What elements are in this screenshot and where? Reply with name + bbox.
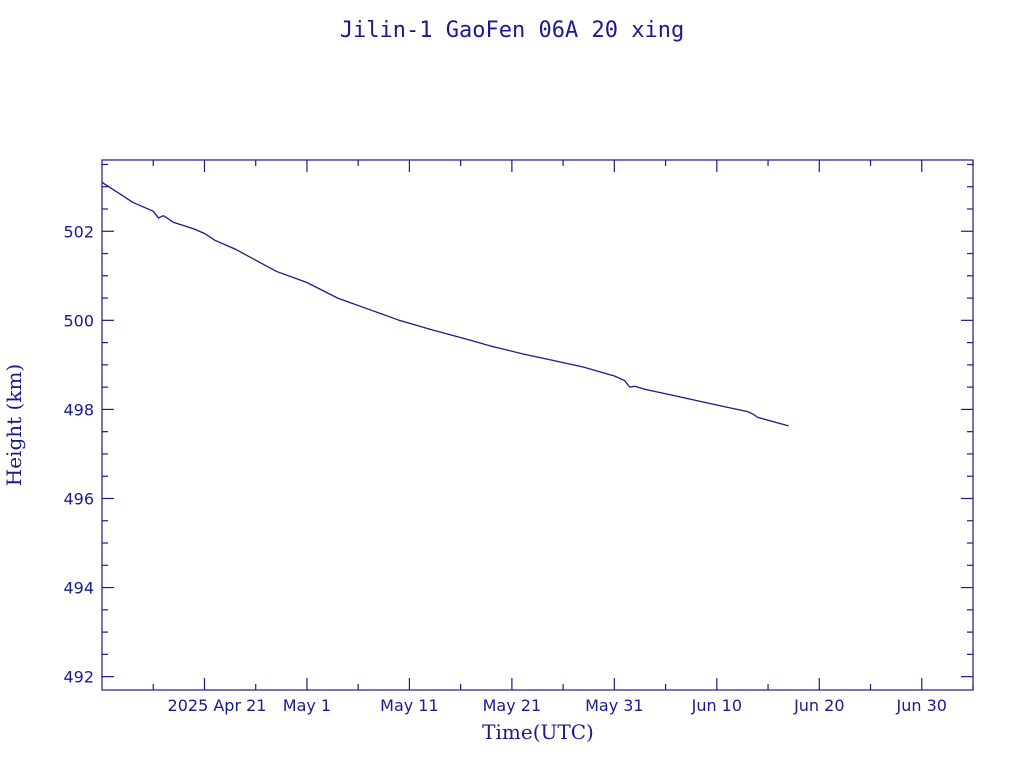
x-tick-label: May 11 bbox=[380, 696, 439, 715]
y-tick-label: 492 bbox=[63, 668, 94, 687]
x-tick-label: May 21 bbox=[483, 696, 542, 715]
axis-ticks bbox=[102, 160, 974, 690]
chart-title: Jilin-1 GaoFen 06A 20 xing bbox=[340, 18, 684, 43]
x-axis-label: Time(UTC) bbox=[482, 720, 594, 744]
x-tick-label: Jun 20 bbox=[793, 696, 844, 715]
y-tick-label: 498 bbox=[63, 400, 94, 419]
y-tick-label: 500 bbox=[63, 311, 94, 330]
y-axis-label: Height (km) bbox=[2, 364, 26, 486]
plot-frame bbox=[101, 159, 974, 691]
x-tick-label: Jun 30 bbox=[896, 696, 947, 715]
y-tick-label: 502 bbox=[63, 222, 94, 241]
x-tick-label: 2025 Apr 21 bbox=[168, 696, 267, 715]
x-tick-label: Jun 10 bbox=[691, 696, 742, 715]
height-series-line bbox=[101, 181, 789, 427]
x-tick-label: May 1 bbox=[283, 696, 331, 715]
tick-labels: 2025 Apr 21 May 1 May 11 May 21 May 31 Jun 10… bbox=[63, 222, 947, 715]
y-tick-label: 494 bbox=[63, 579, 94, 598]
x-tick-label: May 31 bbox=[585, 696, 644, 715]
y-tick-label: 496 bbox=[63, 489, 94, 508]
